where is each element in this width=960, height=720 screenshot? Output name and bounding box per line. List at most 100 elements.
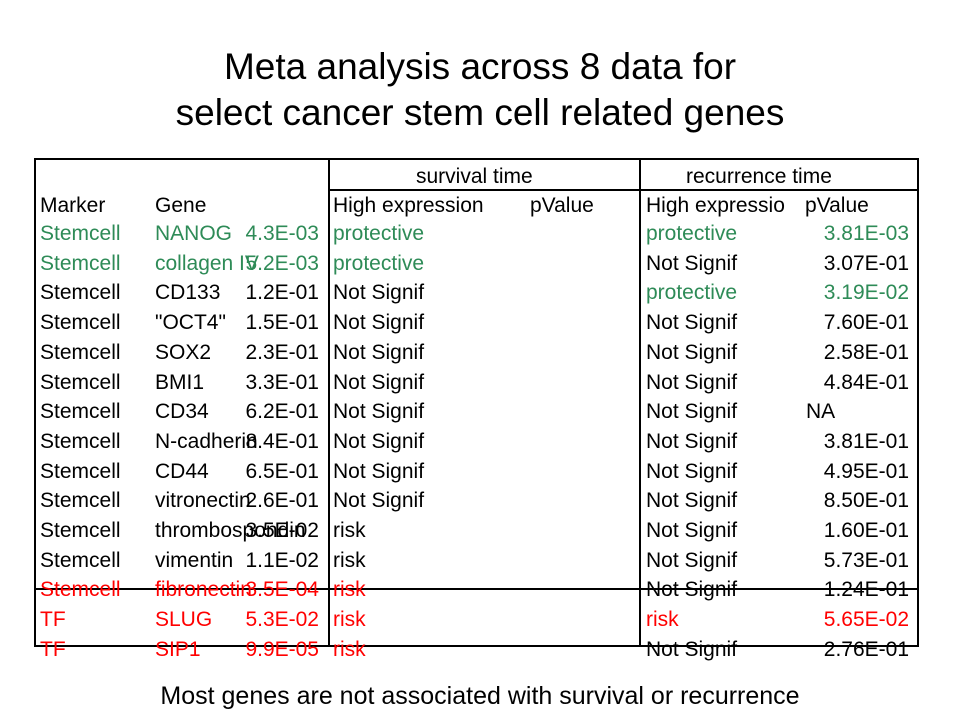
cell-marker: Stemcell [40,429,121,453]
cell-surv-expr: Not Signif [333,429,425,453]
cell-rec-p: NA [806,400,836,424]
cell-marker: Stemcell [40,251,121,275]
cell-rec-expr: protective [646,281,738,305]
cell-rec-p: 3.19E-02 [823,281,909,305]
cell-surv-expr: Not Signif [333,459,425,483]
cell-surv-p: 3.5E-04 [245,578,319,602]
column-header-recurrence-pvalue: pValue [805,194,869,217]
cell-surv-expr: Not Signif [333,340,425,364]
cell-rec-p: 1.24E-01 [823,578,909,602]
cell-surv-p: 6.2E-01 [245,400,319,424]
cell-surv-p: 5.3E-02 [245,608,319,632]
cell-surv-p: 3.3E-01 [245,370,319,394]
header-rule-recurrence [641,189,917,191]
cell-rec-p: 7.60E-01 [823,311,909,335]
column-header-survival-expression: High expression [333,194,484,217]
cell-marker: Stemcell [40,400,121,424]
cell-marker: Stemcell [40,519,121,542]
cell-rec-p: 8.50E-01 [823,489,909,513]
cell-surv-expr: protective [333,222,425,245]
cell-rec-p: 3.07E-01 [823,251,909,275]
cell-rec-expr: Not Signif [646,311,738,335]
cell-rec-expr: risk [646,608,679,632]
cell-surv-expr: risk [333,608,366,632]
cell-rec-expr: Not Signif [646,637,738,661]
cell-surv-p: 8.4E-01 [245,429,319,453]
cell-rec-expr: Not Signif [646,489,738,513]
cell-surv-expr: Not Signif [333,311,425,335]
cell-gene: vitronectin [155,489,251,513]
cell-surv-p: 5.2E-03 [245,251,319,275]
cell-marker: TF [40,637,66,661]
cell-gene: thrombospondin [155,519,306,542]
cell-marker: Stemcell [40,222,121,245]
cell-rec-p: 2.58E-01 [823,340,909,364]
slide-title: Meta analysis across 8 data for select c… [0,44,960,136]
cell-rec-expr: Not Signif [646,429,738,453]
cell-surv-expr: Not Signif [333,489,425,513]
cell-marker: Stemcell [40,578,121,602]
cell-marker: Stemcell [40,281,121,305]
cell-surv-expr: Not Signif [333,370,425,394]
footer-note: Most genes are not associated with survi… [160,682,800,710]
cell-surv-expr: risk [333,519,366,542]
cell-marker: TF [40,608,66,632]
cell-surv-expr: protective [333,251,425,275]
cell-surv-expr: risk [333,548,366,572]
cell-rec-expr: Not Signif [646,519,738,542]
cell-surv-p: 2.3E-01 [245,340,319,364]
title-line-1: Meta analysis across 8 data for [223,46,737,87]
cell-gene: vimentin [155,548,234,572]
header-rule-survival [328,189,639,191]
cell-rec-expr: Not Signif [646,340,738,364]
cell-marker: Stemcell [40,459,121,483]
cell-gene: BMI1 [155,370,205,394]
cell-surv-p: 9.9E-05 [245,637,319,661]
cell-rec-expr: Not Signif [646,548,738,572]
cell-rec-p: 3.81E-03 [823,222,909,245]
cell-rec-p: 3.81E-01 [823,429,909,453]
cell-rec-expr: Not Signif [646,251,738,275]
cell-rec-p: 5.73E-01 [823,548,909,572]
cell-surv-p: 1.5E-01 [245,311,319,335]
results-table: survival time recurrence time Marker Gen… [34,158,919,661]
cell-rec-expr: protective [646,222,738,245]
cell-rec-p: 4.95E-01 [823,459,909,483]
cell-surv-expr: risk [333,578,366,602]
tf-separator-line [36,588,917,590]
recurrence-time-header: recurrence time [686,165,832,188]
column-header-recurrence-expression: High expressio [646,194,785,217]
cell-gene: SIP1 [155,637,201,661]
cell-gene: CD133 [155,281,221,305]
cell-marker: Stemcell [40,489,121,513]
cell-gene: CD34 [155,400,209,424]
cell-rec-p: 2.76E-01 [823,637,909,661]
cell-gene: SLUG [155,608,213,632]
cell-surv-expr: risk [333,637,366,661]
divider-recurrence [639,160,641,645]
cell-surv-expr: Not Signif [333,400,425,424]
cell-marker: Stemcell [40,340,121,364]
cell-rec-expr: Not Signif [646,459,738,483]
cell-marker: Stemcell [40,370,121,394]
survival-time-header: survival time [416,165,533,188]
title-line-2: select cancer stem cell related genes [175,92,785,133]
cell-rec-expr: Not Signif [646,578,738,602]
cell-surv-p: 1.2E-01 [245,281,319,305]
cell-surv-p: 4.3E-03 [245,222,319,245]
cell-gene: NANOG [155,222,233,245]
cell-gene: SOX2 [155,340,212,364]
cell-gene: collagen IV [155,251,259,275]
cell-rec-p: 1.60E-01 [823,519,909,542]
cell-rec-expr: Not Signif [646,370,738,394]
cell-gene: N-cadherin [155,429,258,453]
cell-gene: "OCT4" [155,311,226,335]
cell-surv-p: 6.5E-01 [245,459,319,483]
cell-marker: Stemcell [40,548,121,572]
cell-surv-p: 2.6E-01 [245,489,319,513]
cell-rec-p: 5.65E-02 [823,608,909,632]
column-header-gene: Gene [155,194,207,217]
cell-surv-p: 1.1E-02 [245,548,319,572]
cell-surv-expr: Not Signif [333,281,425,305]
column-header-survival-pvalue: pValue [530,194,594,217]
